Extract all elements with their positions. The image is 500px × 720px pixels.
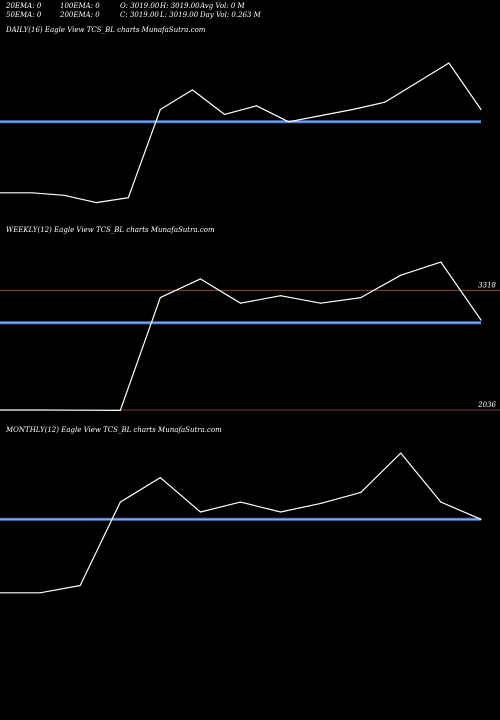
- weekly-price-point: [480, 319, 482, 321]
- daily-panel: [0, 62, 482, 204]
- monthly-price-point: [360, 491, 362, 493]
- monthly-price-line: [0, 452, 482, 594]
- daily-price-point: [0, 192, 1, 194]
- weekly-price-point: [39, 409, 41, 411]
- weekly-price-point: [79, 409, 81, 411]
- weekly-level-label: 2036: [477, 401, 496, 409]
- low-label: L: 3019.00: [160, 11, 199, 19]
- daily-price-line: [0, 62, 482, 204]
- daily-price-point: [416, 81, 418, 84]
- daily-price-point: [223, 113, 226, 115]
- daily-panel-title: DAILY(16) Eagle View TCS_BL charts Munaf…: [6, 26, 206, 34]
- weekly-price-point: [360, 297, 362, 299]
- monthly-panel: [0, 452, 482, 594]
- monthly-price-point: [279, 511, 282, 513]
- weekly-panel-title: WEEKLY(12) Eagle View TCS_BL charts Muna…: [6, 226, 215, 234]
- monthly-price-point: [119, 501, 121, 503]
- avg-vol-label: Avg Vol: 0 M: [200, 2, 245, 10]
- monthly-price-point: [400, 452, 402, 454]
- weekly-price-point: [0, 409, 1, 411]
- daily-price-point: [288, 121, 290, 123]
- monthly-price-point: [39, 592, 41, 594]
- daily-price-point: [384, 101, 386, 103]
- monthly-price-point: [0, 592, 1, 594]
- daily-price-point: [127, 197, 129, 199]
- daily-price-point: [63, 194, 65, 196]
- daily-price-point: [255, 105, 258, 107]
- weekly-price-point: [119, 409, 121, 412]
- daily-price-point: [191, 89, 193, 91]
- ema200-label: 200EMA: 0: [60, 11, 100, 19]
- close-label: C: 3019.00: [120, 11, 159, 19]
- monthly-panel-title: MONTHLY(12) Eagle View TCS_BL charts Mun…: [6, 426, 222, 434]
- monthly-price-point: [159, 477, 161, 479]
- ema20-label: 20EMA: 0: [6, 2, 42, 10]
- daily-price-point: [159, 108, 161, 111]
- weekly-price-point: [199, 278, 202, 280]
- open-label: O: 3019.00: [120, 2, 160, 10]
- header-col-5: Avg Vol: 0 M Day Vol: 0.263 M: [200, 2, 261, 20]
- weekly-price-point: [440, 261, 442, 263]
- daily-price-point: [448, 62, 450, 64]
- header-col-2: 100EMA: 0 200EMA: 0: [60, 2, 100, 20]
- monthly-price-point: [480, 518, 482, 520]
- monthly-price-point: [320, 502, 322, 504]
- day-vol-label: Day Vol: 0.263 M: [200, 11, 261, 19]
- weekly-price-point: [239, 302, 242, 304]
- daily-price-point: [480, 108, 482, 111]
- monthly-price-point: [79, 584, 81, 587]
- monthly-price-point: [440, 501, 442, 503]
- weekly-price-point: [400, 274, 402, 276]
- weekly-price-point: [320, 302, 322, 304]
- ema50-label: 50EMA: 0: [6, 11, 42, 19]
- header-col-4: H: 3019.00 L: 3019.00: [160, 2, 200, 20]
- daily-price-point: [352, 108, 354, 111]
- monthly-price-point: [239, 501, 242, 503]
- daily-price-point: [320, 115, 322, 117]
- weekly-price-point: [279, 295, 282, 297]
- ema100-label: 100EMA: 0: [60, 2, 100, 10]
- weekly-level-label: 3318: [478, 281, 496, 289]
- weekly-price-line: [0, 261, 482, 411]
- daily-price-point: [31, 192, 33, 194]
- weekly-panel: 3318 2036: [0, 261, 500, 412]
- monthly-price-point: [199, 511, 202, 513]
- weekly-price-point: [159, 297, 161, 299]
- high-label: H: 3019.00: [160, 2, 200, 10]
- header-col-1: 20EMA: 0 50EMA: 0: [6, 2, 41, 20]
- daily-price-point: [95, 202, 97, 204]
- header-col-3: O: 3019.00 C: 3019.00: [120, 2, 159, 20]
